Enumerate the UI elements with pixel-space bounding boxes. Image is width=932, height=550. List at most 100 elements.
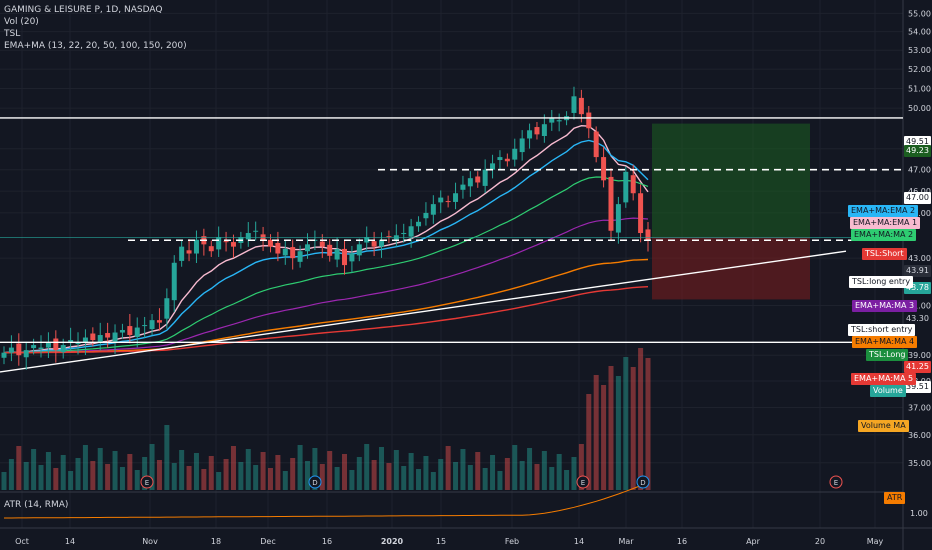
time-axis-label: 20 bbox=[815, 537, 825, 546]
candle-body bbox=[156, 320, 162, 323]
volume-bar bbox=[578, 444, 584, 490]
candle-body bbox=[149, 320, 155, 330]
time-axis-label: May bbox=[867, 537, 884, 546]
volume-bar bbox=[356, 457, 362, 490]
volume-bar bbox=[445, 446, 451, 490]
volume-bar bbox=[97, 448, 103, 490]
time-axis-label: Apr bbox=[746, 537, 761, 546]
series-legend-tag: EMA+MA:EMA 1 bbox=[850, 217, 921, 229]
event-label: E bbox=[834, 479, 838, 487]
volume-bar bbox=[275, 455, 281, 490]
horizontal-levels bbox=[0, 117, 903, 343]
loss-zone bbox=[652, 237, 810, 300]
candle-body bbox=[430, 204, 436, 215]
volume-bar bbox=[8, 459, 14, 490]
candle-body bbox=[164, 298, 170, 319]
volume-bar bbox=[467, 465, 473, 490]
candle-body bbox=[527, 130, 533, 139]
volume-bar bbox=[82, 445, 88, 490]
candle-body bbox=[630, 175, 636, 194]
series-legend-tag: TSL:long entry bbox=[849, 276, 914, 288]
candle-body bbox=[319, 241, 325, 247]
volume-bar bbox=[438, 459, 444, 490]
volume-bar bbox=[238, 462, 244, 490]
symbol-title[interactable]: GAMING & LEISURE P, 1D, NASDAQ bbox=[4, 5, 163, 15]
candle-body bbox=[445, 201, 451, 203]
candle-body bbox=[60, 345, 66, 353]
atr-line bbox=[4, 482, 649, 519]
candle-body bbox=[193, 239, 199, 254]
volume-bar bbox=[223, 459, 229, 490]
volume-bar bbox=[142, 457, 148, 490]
event-marker[interactable]: E bbox=[140, 475, 154, 489]
volume-bar bbox=[549, 467, 555, 490]
time-axis-label: Dec bbox=[260, 537, 275, 546]
candle-body bbox=[127, 326, 133, 336]
candle-body bbox=[541, 124, 547, 137]
candle-body bbox=[68, 340, 74, 344]
candle-body bbox=[1, 352, 7, 358]
price-tag: 49.23 bbox=[904, 145, 931, 157]
volume-bars bbox=[1, 348, 651, 490]
candle-body bbox=[16, 343, 22, 356]
candle-body bbox=[142, 325, 148, 327]
volume-bar bbox=[364, 444, 370, 490]
event-marker[interactable]: E bbox=[576, 475, 590, 489]
volume-bar bbox=[253, 465, 259, 490]
volume-indicator-label[interactable]: Vol (20) bbox=[4, 17, 39, 27]
volume-bar bbox=[16, 446, 22, 490]
volume-bar bbox=[201, 469, 207, 490]
volume-bar bbox=[23, 462, 29, 490]
tsl-indicator-label[interactable]: TSL bbox=[4, 29, 21, 39]
event-label: D bbox=[312, 479, 317, 487]
candle-body bbox=[364, 237, 370, 243]
volume-bar bbox=[504, 458, 510, 490]
volume-bar bbox=[31, 449, 37, 490]
candle-body bbox=[416, 221, 422, 227]
price-axis-tick: 45.00 bbox=[908, 209, 931, 218]
candle-body bbox=[645, 229, 651, 241]
volume-bar bbox=[519, 461, 525, 490]
atr-indicator-label[interactable]: ATR (14, RMA) bbox=[4, 500, 69, 510]
position-zones bbox=[652, 123, 810, 300]
volume-bar bbox=[482, 468, 488, 490]
volume-bar bbox=[586, 394, 592, 490]
event-marker[interactable]: D bbox=[636, 475, 650, 489]
candlesticks bbox=[1, 86, 651, 370]
event-marker[interactable]: E bbox=[829, 475, 843, 489]
ema-ma-indicator-label[interactable]: EMA+MA (13, 22, 20, 50, 100, 150, 200) bbox=[4, 41, 187, 51]
time-axis-label: Oct bbox=[15, 537, 29, 546]
candle-body bbox=[638, 193, 644, 234]
volume-bar bbox=[556, 454, 562, 490]
price-axis-tick: 39.00 bbox=[908, 351, 931, 360]
series-legend-tag: EMA+MA:MA 5 bbox=[851, 373, 917, 385]
time-axis-label: 2020 bbox=[381, 537, 404, 546]
volume-bar bbox=[208, 456, 214, 490]
series-legend-tag: TSL:Long bbox=[866, 349, 909, 361]
price-tag: 43.91 bbox=[904, 265, 931, 277]
volume-bar bbox=[386, 463, 392, 490]
event-circle bbox=[636, 475, 650, 489]
price-axis-tick: 53.00 bbox=[908, 46, 931, 55]
candle-body bbox=[356, 244, 362, 256]
volume-bar bbox=[334, 467, 340, 490]
candle-body bbox=[53, 338, 59, 351]
candle-body bbox=[90, 333, 96, 341]
event-marker[interactable]: D bbox=[308, 475, 322, 489]
price-axis-tick: 46.00 bbox=[908, 187, 931, 196]
candle-body bbox=[290, 247, 296, 259]
event-circle bbox=[308, 475, 322, 489]
candle-body bbox=[475, 176, 481, 183]
price-tag: 41.25 bbox=[904, 361, 931, 373]
candle-body bbox=[556, 120, 562, 122]
candle-body bbox=[38, 347, 44, 350]
candle-body bbox=[482, 169, 488, 186]
candle-body bbox=[386, 236, 392, 238]
series-legend-tag: TSL:Short bbox=[862, 248, 907, 260]
volume-bar bbox=[75, 458, 81, 490]
time-axis-label: Nov bbox=[142, 537, 158, 546]
volume-bar bbox=[230, 446, 236, 490]
candle-body bbox=[438, 197, 444, 203]
series-legend-tag: TSL:short entry bbox=[848, 324, 916, 336]
